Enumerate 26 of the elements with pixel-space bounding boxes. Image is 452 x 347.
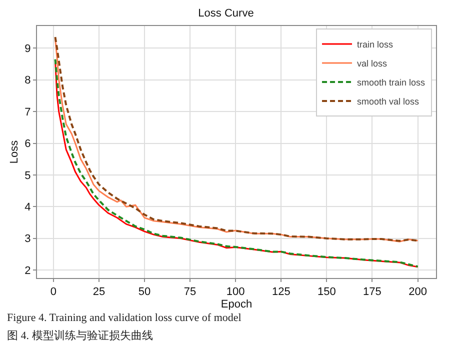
y-axis-title: Loss (8, 140, 20, 164)
x-tick-label: 100 (226, 286, 245, 298)
x-tick-label: 200 (408, 286, 427, 298)
chart-title: Loss Curve (198, 7, 254, 20)
y-tick-label: 3 (24, 233, 31, 246)
caption: 图 4. 模型训练与验证损失曲线 (7, 329, 153, 342)
y-tick-label: 6 (24, 138, 31, 150)
legend-label: smooth val loss (357, 96, 420, 107)
x-tick-label: 175 (363, 286, 382, 298)
x-tick-label: 125 (272, 286, 290, 298)
x-tick-label: 75 (184, 286, 196, 298)
legend-label: val loss (357, 58, 388, 69)
y-tick-label: 9 (24, 43, 31, 56)
x-tick-label: 25 (92, 286, 106, 298)
y-tick-label: 7 (24, 106, 31, 118)
x-tick-label: 50 (138, 286, 151, 298)
legend-label: train loss (357, 40, 394, 50)
legend-label: smooth train loss (357, 78, 426, 88)
y-tick-label: 5 (24, 170, 31, 182)
x-axis-title: Epoch (220, 298, 252, 310)
caption: Figure 4. Training and validation loss curve of model (7, 312, 242, 324)
y-tick-label: 4 (24, 202, 31, 214)
y-tick-label: 8 (24, 74, 31, 87)
x-tick-label: 150 (318, 286, 336, 298)
x-tick-label: 0 (50, 286, 56, 298)
y-tick-label: 2 (24, 264, 31, 277)
